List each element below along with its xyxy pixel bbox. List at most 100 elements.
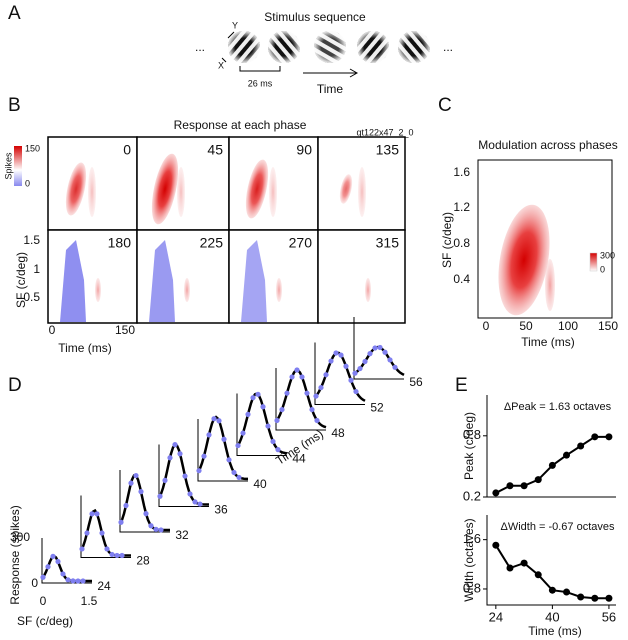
y-tick-label: 0.4 [453, 272, 470, 286]
gratings [228, 31, 430, 63]
sample [245, 411, 251, 417]
point [534, 571, 542, 579]
sample [377, 344, 383, 351]
time-tick: 28 [136, 554, 150, 568]
curve [235, 392, 288, 455]
sample [367, 351, 373, 357]
sample [45, 564, 51, 570]
sample [279, 406, 285, 413]
panel-label: B [8, 95, 21, 116]
x-label: Time (ms) [521, 335, 575, 349]
x-tick-label: 150 [598, 319, 618, 333]
sample [75, 578, 81, 584]
point [506, 564, 514, 572]
colorbar-label: Spikes [3, 152, 13, 180]
sample [50, 553, 56, 559]
heatmap-blob [358, 167, 366, 217]
sample [143, 510, 149, 517]
y-tick-label: 0.5 [23, 290, 40, 304]
phase-label: 0 [123, 142, 131, 158]
sample [162, 477, 168, 483]
y-tick-label: 0 [31, 576, 38, 590]
time-tick: 36 [214, 503, 228, 517]
sample [265, 423, 271, 429]
axes [197, 419, 248, 482]
point [563, 588, 571, 596]
sample [89, 511, 95, 517]
time-tick: 52 [370, 401, 384, 415]
axes [486, 515, 616, 606]
y-tick-label: 0.8 [463, 427, 481, 442]
axis-x-label: X [218, 60, 224, 70]
axes [236, 393, 287, 456]
y-label: Width (octaves) [462, 518, 476, 601]
sample [182, 473, 188, 479]
sample [314, 417, 320, 424]
sample [79, 546, 85, 552]
sample [304, 390, 310, 396]
sample [357, 365, 363, 372]
x-tick-label: 0 [40, 594, 47, 608]
x-tick-label: 24 [489, 609, 503, 624]
x-tick-label: 150 [115, 323, 135, 337]
sample [55, 558, 61, 565]
y-label: SF (c/deg) [440, 212, 454, 268]
time-tick: 44 [292, 452, 306, 466]
sample [387, 357, 393, 363]
y-label: Response (spikes) [8, 505, 22, 604]
sample [158, 527, 164, 533]
heatmap-blob [177, 167, 185, 217]
ellipsis: ... [443, 40, 453, 54]
sample [70, 578, 76, 584]
interval: 26 ms [248, 78, 273, 88]
sample [294, 367, 300, 373]
sample [109, 551, 115, 558]
sample [201, 453, 207, 459]
heatmap-blob [339, 174, 353, 204]
panel-label: E [455, 375, 468, 396]
colorbar-tick: 150 [25, 143, 40, 153]
sample [255, 391, 261, 397]
y-tick-label: 0.8 [463, 580, 481, 595]
y-tick-label: 0.2 [463, 488, 481, 503]
sample [231, 469, 237, 476]
x-label: SF (c/deg) [17, 614, 73, 628]
phase-label: 45 [207, 142, 223, 158]
panel-label: C [438, 95, 452, 116]
arrow [303, 68, 359, 78]
heatmap-blob [184, 278, 190, 302]
heatmap-blob [95, 278, 101, 302]
title: Modulation across phases [478, 138, 617, 152]
sample [94, 511, 100, 517]
x-tick-label: 56 [602, 609, 616, 624]
heatmap-blob [149, 240, 175, 322]
x-tick-label: 40 [545, 609, 559, 624]
annotation: ΔPeak = 1.63 octaves [504, 401, 612, 413]
y-tick-label: 1.2 [453, 200, 470, 214]
x-tick-label: 100 [558, 319, 578, 333]
sample [157, 493, 163, 499]
sample [270, 438, 276, 445]
heatmap-blob [269, 167, 277, 217]
sample [80, 578, 86, 584]
colorbar-tick: 0 [25, 178, 30, 188]
ellipsis: ... [195, 40, 205, 54]
point [492, 541, 500, 549]
sample [104, 546, 110, 552]
sample [206, 432, 212, 438]
sample [392, 364, 398, 370]
y-label: Peak (c/deg) [462, 412, 476, 480]
phase-cell [317, 229, 406, 324]
sample [60, 571, 66, 577]
panel-label: D [8, 375, 22, 396]
time-tick: 24 [97, 579, 111, 593]
axes [80, 495, 131, 558]
phase-label: 315 [376, 235, 400, 251]
annotation: ΔWidth = -0.67 octaves [500, 521, 615, 533]
sample [333, 350, 339, 356]
time-tick: 56 [409, 375, 423, 389]
sample [172, 442, 178, 448]
heatmap-blob [241, 240, 267, 322]
axis-glyph [221, 31, 235, 63]
